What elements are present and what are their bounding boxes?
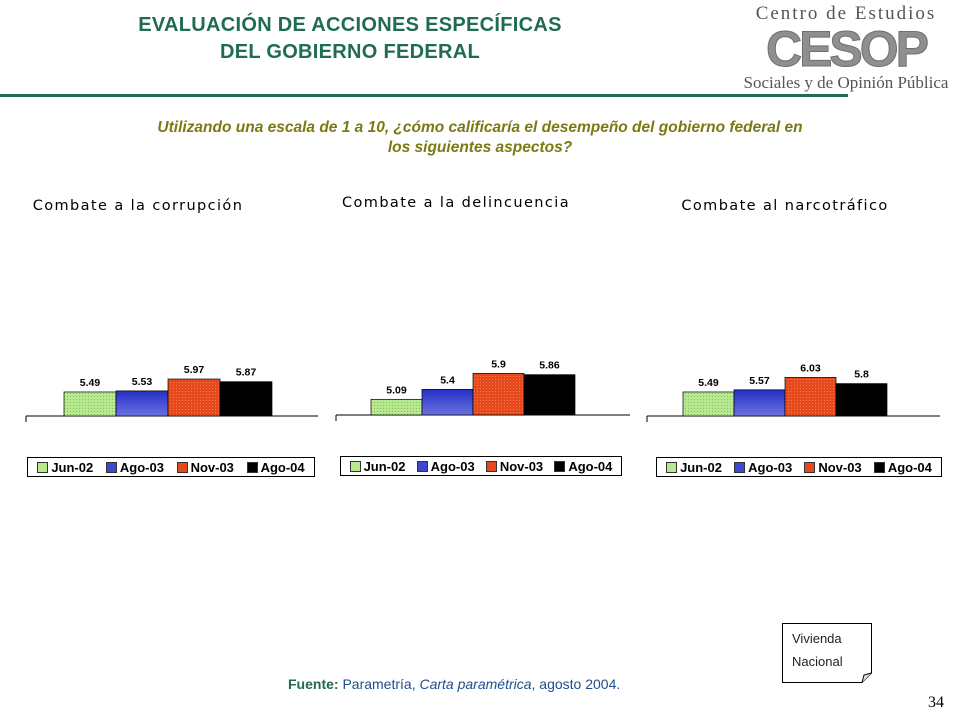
legend-swatch-jun-02 <box>349 460 361 472</box>
legend-item-jun-02: Jun-02 <box>666 460 722 475</box>
chart-title-delincuencia: Combate a la delincuencia <box>342 195 570 211</box>
legend-item-ago-03: Ago-03 <box>416 458 475 474</box>
legend-narcotrafico: Jun-02 Ago-03 Nov-03 Ago-04 <box>656 457 942 477</box>
legend-label-jun-02: Jun-02 <box>51 459 94 475</box>
value-label-corrupcion-ago-04: 5.87 <box>236 367 257 379</box>
logo-top-text: Centro de Estudios <box>756 3 937 24</box>
survey-question-line2: los siguientes aspectos? <box>387 139 573 156</box>
legend-label-jun-02: Jun-02 <box>680 459 722 475</box>
page-title-line2: DEL GOBIERNO FEDERAL <box>219 41 481 63</box>
legend-swatch-ago-04 <box>873 461 885 473</box>
legend-item-nov-03: Nov-03 <box>804 459 862 475</box>
legend-swatch-ago-04 <box>246 461 258 473</box>
legend-label-ago-04: Ago-04 <box>260 459 305 475</box>
legend-swatch-nov-03 <box>804 461 816 473</box>
source-text2: , agosto 2004. <box>531 676 621 692</box>
bar-narcotrafico-ago-04 <box>835 383 888 417</box>
header-divider <box>0 94 848 97</box>
legend-item-jun-02: Jun-02 <box>349 458 406 474</box>
chart-title-corrupcion: Combate a la corrupción <box>33 198 244 214</box>
source-text1: Parametría, <box>338 676 420 692</box>
legend-label-nov-03: Nov-03 <box>499 458 544 474</box>
value-label-corrupcion-ago-03: 5.53 <box>132 376 153 388</box>
legend-swatch-ago-03 <box>416 460 428 472</box>
legend-delincuencia: Jun-02 Ago-03 Nov-03 Ago-04 <box>340 456 622 476</box>
legend-label-nov-03: Nov-03 <box>818 459 862 475</box>
bar-delincuencia-nov-03 <box>472 373 525 416</box>
legend-item-ago-03: Ago-03 <box>734 460 792 475</box>
legend-swatch-jun-02 <box>666 461 678 473</box>
value-label-narcotrafico-ago-03: 5.57 <box>749 375 770 387</box>
logo-mark: CESOP <box>766 21 928 77</box>
legend-label-ago-03: Ago-03 <box>119 459 164 475</box>
legend-swatch-nov-03 <box>485 460 497 472</box>
note-box <box>782 623 872 683</box>
bar-narcotrafico-ago-03 <box>733 389 786 417</box>
legend-swatch-ago-03 <box>105 461 117 473</box>
bar-corrupcion-ago-04 <box>219 381 273 417</box>
bar-delincuencia-ago-04 <box>523 374 576 416</box>
value-label-corrupcion-jun-02: 5.49 <box>80 377 101 389</box>
value-label-narcotrafico-jun-02: 5.49 <box>698 377 719 389</box>
legend-label-nov-03: Nov-03 <box>190 459 234 475</box>
note-line1: Vivienda <box>792 631 842 646</box>
legend-item-nov-03: Nov-03 <box>176 459 234 475</box>
legend-item-ago-04: Ago-04 <box>873 459 932 475</box>
bar-narcotrafico-nov-03 <box>784 377 837 417</box>
value-label-narcotrafico-nov-03: 6.03 <box>800 362 821 374</box>
source-citation: Fuente: Parametría, Carta paramétrica, a… <box>288 676 620 692</box>
legend-item-nov-03: Nov-03 <box>485 458 544 474</box>
page-number: 34 <box>928 694 944 711</box>
chart-delincuencia: Combate a la delincuencia 5.09 5.4 5.9 5.86 <box>332 186 632 436</box>
legend-swatch-jun-02 <box>37 461 49 473</box>
source-publication: Carta paramétrica <box>419 676 532 692</box>
legend-label-ago-04: Ago-04 <box>568 458 613 474</box>
note-text: Vivienda Nacional <box>792 627 852 673</box>
cesop-logo: Centro de Estudios CESOP Sociales y de O… <box>737 3 955 92</box>
legend-item-jun-02: Jun-02 <box>37 460 93 475</box>
legend-label-jun-02: Jun-02 <box>363 458 406 474</box>
legend-swatch-ago-04 <box>554 460 566 472</box>
legend-label-ago-03: Ago-03 <box>748 459 793 475</box>
legend-swatch-nov-03 <box>176 461 188 473</box>
page-title-line1: EVALUACIÓN DE ACCIONES ESPECÍFICAS <box>138 14 562 36</box>
chart-title-narcotrafico: Combate al narcotráfico <box>681 198 888 214</box>
legend-item-ago-04: Ago-04 <box>246 459 305 475</box>
bar-narcotrafico-jun-02 <box>682 391 735 417</box>
value-label-narcotrafico-ago-04: 5.8 <box>854 369 869 381</box>
chart-narcotrafico: Combate al narcotráfico 5.49 5.57 6.03 5.8 <box>643 186 943 436</box>
value-label-delincuencia-jun-02: 5.09 <box>386 384 407 396</box>
chart-corrupcion-svg: Combate a la corrupción 5.49 5.53 5.97 5.87 <box>25 198 318 422</box>
legend-item-ago-04: Ago-04 <box>554 459 612 474</box>
legend-corrupcion: Jun-02 Ago-03 Nov-03 Ago-04 <box>27 457 315 477</box>
legend-swatch-ago-03 <box>734 461 746 473</box>
chart-narcotrafico-svg: Combate al narcotráfico 5.49 5.57 6.03 5.8 <box>646 198 940 422</box>
chart-delincuencia-svg: Combate a la delincuencia 5.09 5.4 5.9 5.86 <box>335 195 630 421</box>
legend-label-ago-04: Ago-04 <box>887 459 932 475</box>
source-label: Fuente: <box>288 676 339 692</box>
bar-delincuencia-ago-03 <box>421 389 474 416</box>
legend-label-ago-03: Ago-03 <box>430 458 475 474</box>
logo-bottom-text: Sociales y de Opinión Pública <box>744 73 949 92</box>
value-label-delincuencia-ago-03: 5.4 <box>440 374 455 386</box>
note-line2: Nacional <box>792 654 843 669</box>
value-label-delincuencia-ago-04: 5.86 <box>539 360 560 372</box>
legend-item-ago-03: Ago-03 <box>105 459 164 475</box>
chart-corrupcion: Combate a la corrupción 5.49 5.53 5.97 5.87 <box>22 186 322 436</box>
bar-corrupcion-ago-03 <box>115 390 169 417</box>
bar-corrupcion-nov-03 <box>167 378 221 417</box>
bar-delincuencia-jun-02 <box>370 398 423 416</box>
survey-question-line1: Utilizando una escala de 1 a 10, ¿cómo c… <box>157 119 803 136</box>
bar-corrupcion-jun-02 <box>63 391 117 417</box>
survey-question: Utilizando una escala de 1 a 10, ¿cómo c… <box>80 118 880 158</box>
value-label-corrupcion-nov-03: 5.97 <box>184 364 205 376</box>
value-label-delincuencia-nov-03: 5.9 <box>491 358 506 370</box>
page-title: EVALUACIÓN DE ACCIONES ESPECÍFICAS DEL G… <box>100 12 600 66</box>
